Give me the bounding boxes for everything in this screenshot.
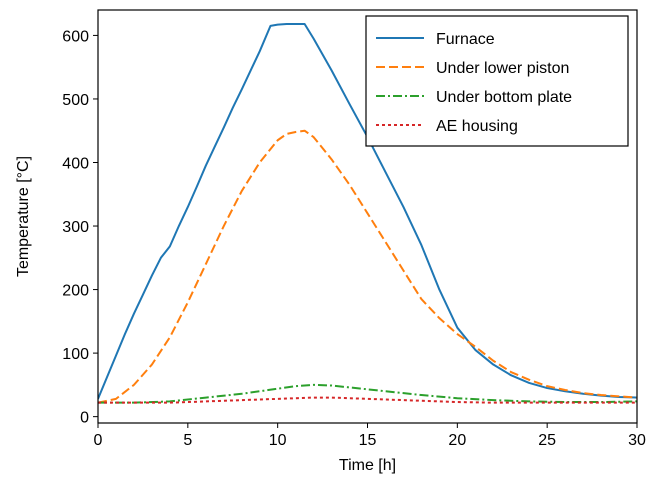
x-tick-label: 0: [94, 432, 103, 449]
x-tick-label: 10: [269, 432, 287, 449]
series-line-2: [98, 383, 637, 404]
x-axis: 0 5 10 15 20 25 30: [94, 423, 646, 449]
x-tick-label: 20: [448, 432, 466, 449]
x-axis-label: Time [h]: [339, 457, 396, 474]
series-layer: [98, 22, 637, 404]
y-tick-label: 400: [62, 155, 89, 172]
y-tick-label: 300: [62, 219, 89, 236]
y-axis-label: Temperature [°C]: [15, 156, 32, 277]
series-line-1: [98, 129, 637, 404]
legend-label: Under lower piston: [436, 60, 569, 77]
x-tick-label: 5: [183, 432, 192, 449]
legend: Furnace Under lower piston Under bottom pl…: [365, 15, 629, 147]
y-axis: 0 100 200 300 400 500 600: [62, 28, 98, 427]
series-line-0: [98, 22, 637, 400]
y-tick-label: 100: [62, 346, 89, 363]
legend-label: Under bottom plate: [436, 89, 572, 106]
y-tick-label: 500: [62, 92, 89, 109]
y-tick-label: 600: [62, 28, 89, 45]
x-tick-label: 30: [628, 432, 646, 449]
x-tick-label: 15: [359, 432, 377, 449]
legend-label: Furnace: [436, 31, 495, 48]
y-tick-label: 0: [80, 410, 89, 427]
y-tick-label: 200: [62, 283, 89, 300]
series-line-3: [98, 396, 637, 404]
x-tick-label: 25: [538, 432, 556, 449]
legend-label: AE housing: [436, 118, 518, 135]
